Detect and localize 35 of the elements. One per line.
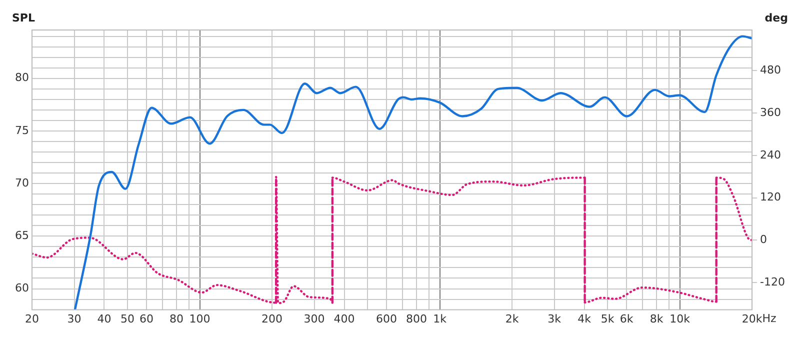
x-tick-label: 50 bbox=[120, 312, 135, 326]
x-tick-label: 1k bbox=[433, 312, 448, 326]
x-tick-label: 200 bbox=[262, 312, 283, 326]
x-tick-label: 600 bbox=[376, 312, 398, 326]
y2-tick-label: 120 bbox=[760, 190, 782, 204]
x-tick-label: 2k bbox=[505, 312, 520, 326]
y2-axis-title: deg bbox=[764, 11, 788, 24]
x-axis-title: Hz bbox=[762, 312, 776, 326]
x-tick-label: 8k bbox=[650, 312, 664, 326]
y-tick-label: 80 bbox=[14, 71, 29, 84]
x-tick-label: 300 bbox=[304, 312, 325, 326]
y2-tick-label: 480 bbox=[760, 63, 782, 76]
y2-tick-label: 240 bbox=[760, 148, 782, 162]
y2-tick-label: 0 bbox=[760, 233, 768, 246]
y-tick-label: 60 bbox=[14, 282, 29, 295]
x-tick-label: 100 bbox=[189, 312, 210, 326]
x-tick-label: 3k bbox=[548, 312, 562, 326]
x-tick-label: 20k bbox=[742, 312, 763, 326]
y-tick-label: 65 bbox=[14, 229, 29, 242]
x-tick-label: 6k bbox=[620, 312, 634, 326]
x-tick-label: 10k bbox=[670, 312, 691, 326]
x-tick-label: 60 bbox=[140, 312, 154, 326]
x-tick-label: 40 bbox=[97, 312, 112, 326]
y2-tick-label: 360 bbox=[760, 106, 782, 119]
x-tick-label: 5k bbox=[600, 312, 615, 326]
y-axis-title: SPL bbox=[12, 11, 35, 24]
x-tick-label: 30 bbox=[67, 312, 82, 326]
y2-tick-label: -120 bbox=[760, 275, 786, 288]
y-tick-label: 75 bbox=[14, 124, 29, 137]
x-tick-label: 800 bbox=[406, 312, 428, 326]
y-tick-label: 70 bbox=[14, 176, 29, 190]
x-tick-label: 20 bbox=[24, 312, 39, 326]
x-tick-label: 400 bbox=[334, 312, 355, 326]
x-tick-label: 4k bbox=[578, 312, 592, 326]
x-tick-label: 80 bbox=[170, 312, 184, 326]
